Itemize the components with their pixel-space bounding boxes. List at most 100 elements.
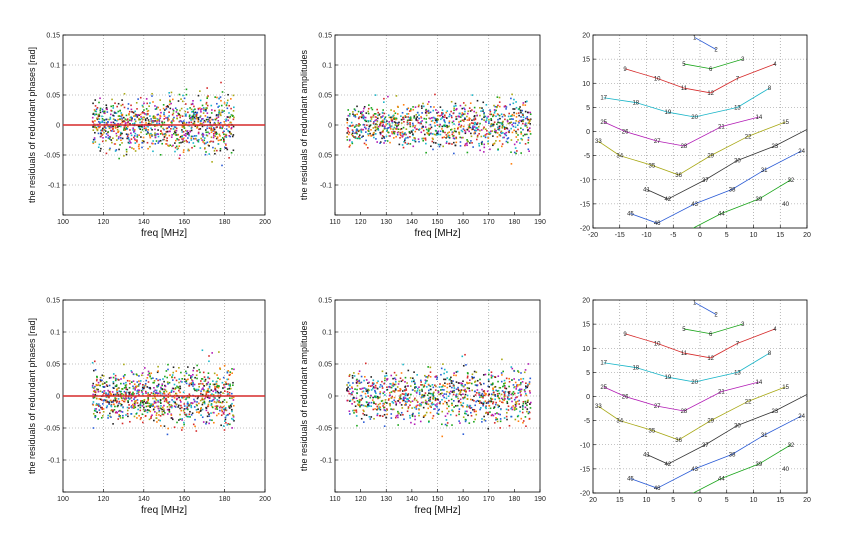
antenna-label: 24	[798, 414, 805, 420]
data-point	[359, 387, 361, 390]
data-point	[401, 407, 404, 409]
data-point	[468, 406, 471, 408]
data-point	[483, 146, 486, 149]
data-point	[172, 120, 175, 122]
data-point	[169, 144, 172, 147]
data-point	[428, 117, 430, 120]
data-point	[199, 128, 202, 130]
data-point	[426, 379, 428, 382]
data-point	[466, 381, 468, 384]
data-point	[369, 396, 372, 399]
data-point	[357, 404, 360, 407]
data-point	[487, 413, 489, 416]
baseline-row	[646, 128, 807, 200]
data-point	[100, 135, 102, 138]
data-point	[214, 131, 216, 133]
data-point	[112, 399, 115, 402]
data-point	[131, 117, 133, 120]
data-point	[397, 124, 400, 127]
data-point	[218, 396, 221, 399]
data-point	[99, 398, 102, 401]
data-point	[112, 410, 114, 413]
data-point	[205, 108, 207, 111]
data-point	[223, 411, 225, 414]
data-point	[374, 391, 377, 393]
data-point	[157, 384, 160, 387]
data-point	[501, 123, 503, 125]
data-point	[505, 408, 508, 411]
data-point	[193, 383, 196, 386]
data-point	[390, 417, 393, 419]
data-point	[382, 121, 385, 124]
data-point	[96, 378, 98, 381]
data-point	[468, 119, 470, 121]
data-point	[459, 136, 462, 139]
data-point	[219, 392, 221, 394]
data-point	[127, 400, 129, 402]
data-point	[182, 126, 185, 128]
data-point	[126, 135, 129, 138]
data-point	[452, 410, 454, 413]
data-point	[401, 135, 404, 137]
data-point	[223, 399, 226, 401]
data-point	[221, 381, 224, 384]
data-point	[372, 401, 375, 404]
data-point	[399, 377, 402, 380]
data-point	[496, 126, 499, 129]
data-point	[392, 132, 394, 135]
data-point	[382, 405, 384, 407]
data-point	[195, 408, 198, 411]
data-point	[146, 402, 149, 404]
data-point	[211, 399, 214, 402]
data-point	[209, 141, 211, 143]
x-tick-label: 15	[776, 232, 784, 239]
data-point	[497, 104, 499, 107]
data-point	[191, 376, 193, 378]
x-tick-label: 160	[178, 496, 190, 503]
data-point	[143, 367, 146, 369]
data-point	[351, 403, 353, 405]
data-point	[436, 376, 439, 379]
data-point	[208, 153, 211, 155]
data-point	[182, 139, 184, 141]
data-point	[527, 384, 529, 387]
data-point	[128, 407, 130, 409]
data-point	[176, 117, 178, 120]
data-point	[411, 407, 413, 409]
data-point	[225, 128, 228, 130]
data-point	[215, 114, 218, 116]
data-point	[365, 379, 368, 381]
data-point	[452, 380, 454, 382]
data-point	[91, 116, 94, 119]
data-point	[492, 401, 495, 403]
data-point	[503, 417, 506, 419]
data-point	[210, 112, 213, 114]
data-point	[363, 414, 366, 416]
data-point	[149, 386, 151, 389]
y-tick-label: -0.1	[320, 458, 332, 465]
data-point	[187, 415, 189, 418]
data-point	[130, 370, 133, 372]
data-point	[501, 143, 504, 145]
data-point	[100, 399, 103, 401]
data-point	[444, 378, 447, 381]
data-point	[457, 382, 460, 384]
data-point	[206, 112, 209, 114]
data-point	[185, 135, 187, 137]
data-point	[393, 383, 396, 386]
data-point	[370, 107, 373, 109]
data-point	[429, 123, 432, 126]
data-point	[225, 120, 227, 122]
data-point	[204, 110, 207, 112]
data-point	[154, 389, 156, 392]
data-point	[462, 125, 465, 128]
data-point	[510, 139, 513, 141]
data-point	[497, 380, 499, 383]
data-point	[358, 136, 360, 138]
data-point	[379, 124, 381, 127]
data-point	[195, 403, 198, 406]
data-point	[356, 137, 359, 140]
data-point	[392, 114, 395, 117]
y-tick-label: 0	[56, 394, 60, 401]
data-point	[157, 129, 159, 131]
